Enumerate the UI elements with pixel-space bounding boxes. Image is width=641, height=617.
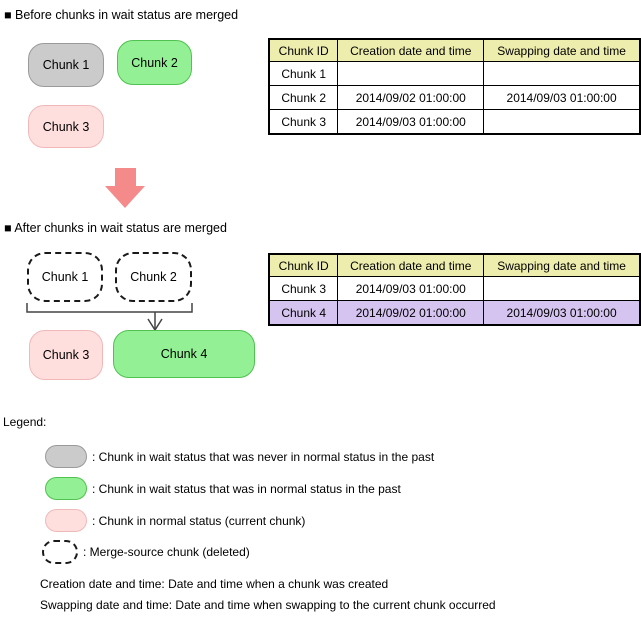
after-merge-source-chunk-1: Chunk 1 [27, 252, 103, 302]
table-header-row: Chunk ID Creation date and time Swapping… [268, 253, 641, 277]
col-header-creation: Creation date and time [337, 38, 485, 62]
col-header-chunk-id: Chunk ID [268, 38, 339, 62]
before-chunk-3: Chunk 3 [28, 105, 104, 148]
cell-swapping [483, 276, 641, 301]
chunk-label: Chunk 1 [42, 58, 90, 72]
arrow-stem [115, 168, 136, 187]
before-section-heading: ■ Before chunks in wait status are merge… [4, 8, 239, 22]
cell-chunk-id: Chunk 3 [268, 276, 339, 301]
cell-chunk-id: Chunk 3 [268, 109, 339, 135]
table-row-merged-chunk: Chunk 4 2014/09/02 01:00:00 2014/09/03 0… [268, 300, 641, 326]
table-row: Chunk 3 2014/09/03 01:00:00 [268, 109, 641, 135]
creation-date-note: Creation date and time: Date and time wh… [40, 577, 389, 591]
chunk-label: Chunk 4 [160, 347, 208, 361]
cell-swapping [483, 109, 641, 135]
before-table: Chunk ID Creation date and time Swapping… [268, 38, 641, 135]
table-row: Chunk 1 [268, 61, 641, 86]
after-chunk-3: Chunk 3 [29, 330, 103, 380]
green-chunk-icon [45, 477, 87, 500]
after-chunk-4: Chunk 4 [113, 330, 255, 378]
cell-chunk-id: Chunk 2 [268, 85, 339, 110]
col-header-chunk-id: Chunk ID [268, 253, 339, 277]
gray-chunk-icon [45, 445, 87, 468]
col-header-swapping: Swapping date and time [483, 38, 641, 62]
cell-chunk-id: Chunk 4 [268, 300, 339, 326]
col-header-creation: Creation date and time [337, 253, 485, 277]
chunk-label: Chunk 3 [42, 348, 90, 362]
legend-item: : Chunk in normal status (current chunk) [45, 509, 305, 532]
chunk-label: Chunk 1 [41, 270, 89, 284]
before-chunk-2: Chunk 2 [117, 40, 192, 85]
dashed-chunk-icon [42, 540, 78, 564]
legend-item: : Chunk in wait status that was in norma… [45, 477, 401, 500]
col-header-swapping: Swapping date and time [483, 253, 641, 277]
cell-creation: 2014/09/02 01:00:00 [337, 300, 485, 326]
legend-item-text: : Chunk in wait status that was in norma… [92, 481, 401, 496]
chunk-label: Chunk 2 [131, 55, 178, 70]
legend-item: : Chunk in wait status that was never in… [45, 445, 434, 468]
after-section-heading: ■ After chunks in wait status are merged [4, 221, 227, 235]
cell-creation [337, 61, 485, 86]
chunk-label: Chunk 3 [42, 119, 90, 134]
table-row: Chunk 2 2014/09/02 01:00:00 2014/09/03 0… [268, 85, 641, 110]
cell-creation: 2014/09/03 01:00:00 [337, 109, 485, 135]
legend-item-text: : Merge-source chunk (deleted) [83, 545, 250, 559]
pink-chunk-icon [45, 509, 87, 532]
table-row: Chunk 3 2014/09/03 01:00:00 [268, 276, 641, 301]
chunk-label: Chunk 2 [130, 270, 177, 284]
legend-title: Legend: [3, 415, 47, 429]
cell-creation: 2014/09/02 01:00:00 [337, 85, 485, 110]
table-header-row: Chunk ID Creation date and time Swapping… [268, 38, 641, 62]
cell-swapping [483, 61, 641, 86]
arrow-head [105, 186, 145, 208]
legend-item-text: : Chunk in wait status that was never in… [92, 449, 435, 464]
legend-item: : Merge-source chunk (deleted) [42, 540, 250, 564]
after-merge-source-chunk-2: Chunk 2 [115, 252, 192, 302]
cell-chunk-id: Chunk 1 [268, 61, 339, 86]
legend-item-text: : Chunk in normal status (current chunk) [92, 513, 306, 528]
cell-creation: 2014/09/03 01:00:00 [337, 276, 485, 301]
cell-swapping: 2014/09/03 01:00:00 [483, 85, 641, 110]
cell-swapping: 2014/09/03 01:00:00 [483, 300, 641, 326]
after-table: Chunk ID Creation date and time Swapping… [268, 253, 641, 326]
before-chunk-1: Chunk 1 [28, 43, 104, 87]
swapping-date-note: Swapping date and time: Date and time wh… [40, 598, 496, 612]
